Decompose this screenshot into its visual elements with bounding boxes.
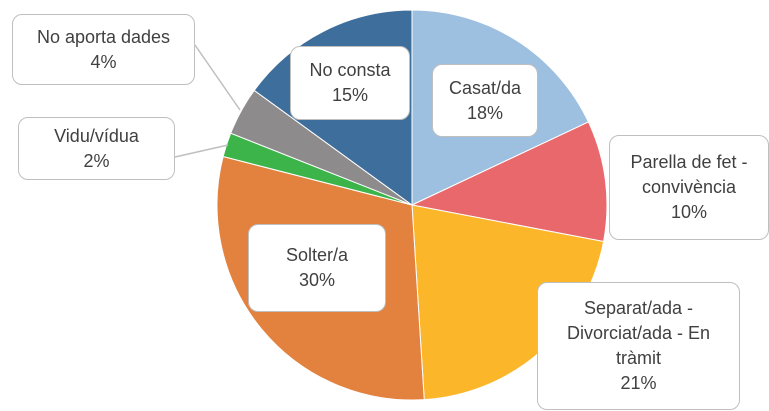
label-name: Separat/ada - Divorciat/ada - En tràmit — [566, 298, 711, 368]
data-label: Separat/ada - Divorciat/ada - En tràmit 2… — [537, 282, 740, 410]
pie-slice — [410, 121, 608, 243]
data-label: No consta 15% — [290, 46, 410, 120]
data-label: Vidu/vídua 2% — [18, 117, 175, 180]
label-name: Parella de fet - convivència — [630, 152, 748, 197]
label-value: 4% — [90, 51, 117, 72]
label-value: 2% — [83, 150, 110, 171]
label-value: 15% — [331, 85, 369, 105]
label-value: 18% — [466, 102, 504, 123]
data-label: Casat/da 18% — [432, 64, 538, 137]
label-name: Solter/a — [285, 245, 349, 265]
label-name: Casat/da — [448, 77, 522, 98]
label-name: No consta — [309, 60, 391, 80]
label-value: 21% — [620, 373, 657, 393]
leader-line — [194, 44, 241, 111]
label-value: 30% — [298, 270, 336, 290]
label-name: Vidu/vídua — [54, 125, 139, 146]
data-label: No aporta dades 4% — [12, 14, 195, 85]
data-label: Parella de fet - convivència 10% — [609, 135, 769, 240]
label-value: 10% — [670, 202, 708, 222]
leader-line — [174, 144, 229, 158]
label-name: No aporta dades — [36, 26, 171, 47]
data-label: Solter/a 30% — [248, 224, 386, 312]
